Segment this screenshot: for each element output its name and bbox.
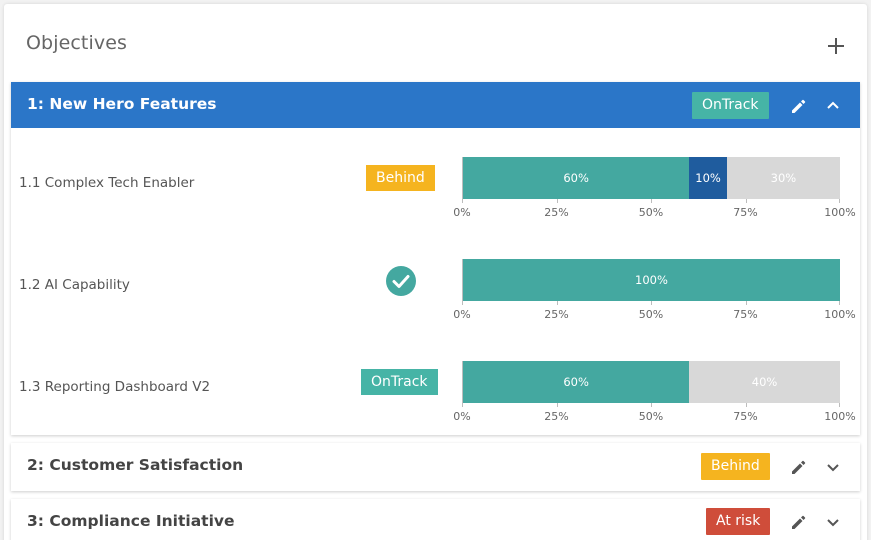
axis-tick-label: 100%	[824, 410, 856, 423]
axis-tick-label: 25%	[544, 206, 569, 219]
pencil-icon	[792, 460, 806, 474]
key-result-name: 1.3 Reporting Dashboard V2	[19, 379, 211, 395]
objective-header-2[interactable]: 2: Customer Satisfaction Behind	[11, 443, 860, 489]
axis-tick-label: 50%	[638, 206, 664, 219]
key-result-status-badge: OnTrack	[361, 369, 438, 395]
edit-objective-button[interactable]	[787, 456, 809, 478]
pencil-icon	[792, 515, 806, 529]
objective-title: 2: Customer Satisfaction	[27, 456, 244, 474]
axis-tick-label: 50%	[638, 410, 664, 423]
progress-axis: 0% 25% 50% 75% 100%	[453, 199, 856, 219]
edit-objective-button[interactable]	[787, 511, 809, 533]
progress-axis: 0% 25% 50% 75% 100%	[453, 403, 856, 423]
key-result-status-badge: Behind	[366, 165, 435, 191]
progress-bar: 60% 40% 0% 25% 50% 75% 100%	[453, 361, 856, 423]
objective-panel-1: 1: New Hero Features OnTrack 1.1 Complex…	[11, 82, 860, 435]
axis-tick-label: 100%	[824, 308, 856, 321]
objective-panel-3: 3: Compliance Initiative At risk	[11, 499, 860, 540]
progress-track: 60% 40%	[462, 361, 840, 403]
axis-tick-label: 100%	[824, 206, 856, 219]
check-circle-icon	[386, 266, 416, 296]
progress-segment-done: 60%	[463, 361, 690, 403]
key-result-row: 1.1 Complex Tech Enabler Behind 60% 10% …	[11, 152, 860, 242]
progress-track: 60% 10% 30%	[462, 157, 840, 199]
key-result-row: 1.2 AI Capability 100% 0% 25% 50% 75% 10…	[11, 254, 860, 344]
axis-tick-label: 50%	[638, 308, 664, 321]
key-result-name: 1.2 AI Capability	[19, 277, 130, 293]
plus-icon	[828, 38, 844, 54]
objective-header-1[interactable]: 1: New Hero Features OnTrack	[11, 82, 860, 128]
objective-status-badge: Behind	[701, 453, 770, 480]
axis-tick-label: 75%	[733, 410, 758, 423]
key-result-row: 1.3 Reporting Dashboard V2 OnTrack 60% 4…	[11, 356, 860, 446]
progress-segment-remaining: 40%	[689, 361, 840, 403]
axis-tick-label: 75%	[733, 206, 758, 219]
axis-tick-label: 0%	[453, 410, 471, 423]
objective-status-badge: OnTrack	[692, 92, 769, 119]
progress-segment-done: 60%	[463, 157, 690, 199]
progress-bar: 60% 10% 30% 0% 25% 50% 75% 100%	[453, 157, 856, 219]
axis-tick-label: 25%	[544, 308, 569, 321]
expand-objective-button[interactable]	[822, 511, 844, 533]
progress-segment-remaining: 30%	[726, 157, 840, 199]
progress-bar: 100% 0% 25% 50% 75% 100%	[453, 259, 856, 321]
add-objective-button[interactable]	[822, 32, 850, 60]
objective-title: 3: Compliance Initiative	[27, 512, 235, 530]
collapse-objective-button[interactable]	[822, 94, 844, 116]
objectives-card: Objectives 1: New Hero Features OnTrack	[4, 4, 867, 540]
edit-objective-button[interactable]	[787, 95, 809, 117]
axis-tick-label: 0%	[453, 206, 471, 219]
card-title: Objectives	[26, 32, 127, 54]
chevron-down-icon	[827, 464, 839, 472]
objective-status-badge: At risk	[706, 508, 771, 535]
axis-tick-label: 0%	[453, 308, 471, 321]
objective-title: 1: New Hero Features	[27, 95, 217, 113]
objective-panel-2: 2: Customer Satisfaction Behind	[11, 443, 860, 491]
progress-axis: 0% 25% 50% 75% 100%	[453, 301, 856, 321]
pencil-icon	[792, 99, 806, 113]
chevron-up-icon	[827, 101, 839, 109]
axis-tick-label: 75%	[733, 308, 758, 321]
axis-tick-label: 25%	[544, 410, 569, 423]
chevron-down-icon	[827, 519, 839, 527]
progress-segment-in-progress: 10%	[689, 157, 727, 199]
key-result-name: 1.1 Complex Tech Enabler	[19, 175, 195, 191]
progress-segment-done: 100%	[463, 259, 840, 301]
objective-header-3[interactable]: 3: Compliance Initiative At risk	[11, 499, 860, 540]
progress-track: 100%	[462, 259, 840, 301]
expand-objective-button[interactable]	[822, 456, 844, 478]
